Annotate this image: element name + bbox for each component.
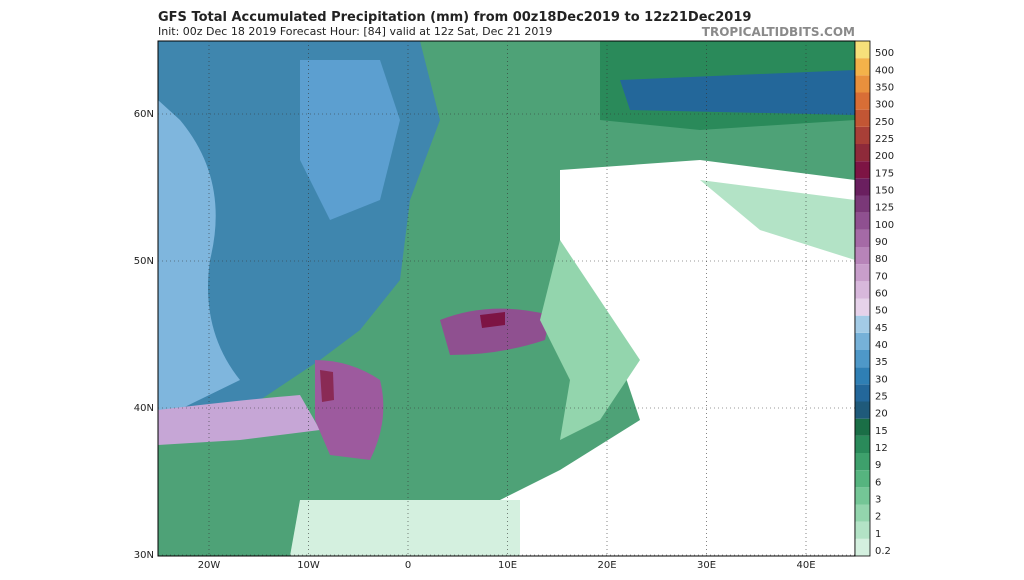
colorbar-label: 6 (875, 477, 881, 488)
lat-label: 30N (134, 550, 154, 561)
colorbar-label: 0.2 (875, 546, 891, 557)
colorbar-label: 3 (875, 495, 881, 506)
colorbar-segment (855, 229, 870, 247)
colorbar-segment (855, 247, 870, 265)
colorbar-label: 30 (875, 374, 888, 385)
colorbar-segment (855, 504, 870, 522)
colorbar-segment (855, 75, 870, 93)
colorbar-segment (855, 58, 870, 76)
colorbar-segment (855, 264, 870, 282)
colorbar-segment (855, 538, 870, 556)
colorbar-label: 45 (875, 323, 888, 334)
colorbar-segment (855, 281, 870, 299)
colorbar-segment (855, 401, 870, 419)
colorbar-label: 250 (875, 117, 894, 128)
lon-label: 20E (597, 560, 616, 571)
colorbar-segment (855, 195, 870, 213)
colorbar-label: 175 (875, 168, 894, 179)
site: TROPICALTIDBITS.COM (702, 25, 855, 39)
colorbar-label: 100 (875, 220, 894, 231)
colorbar-label: 150 (875, 186, 894, 197)
lat-label: 40N (134, 403, 154, 414)
colorbar-label: 70 (875, 271, 888, 282)
colorbar-segment (855, 435, 870, 453)
lon-label: 40E (796, 560, 815, 571)
colorbar-label: 12 (875, 443, 888, 454)
colorbar-segment (855, 212, 870, 230)
colorbar-label: 125 (875, 203, 894, 214)
title: GFS Total Accumulated Precipitation (mm)… (158, 10, 751, 25)
colorbar-segment (855, 470, 870, 488)
lon-label: 10E (498, 560, 517, 571)
colorbar-label: 200 (875, 151, 894, 162)
map (158, 41, 855, 556)
colorbar-frame (854, 40, 871, 557)
lat-label: 50N (134, 256, 154, 267)
lon-label: 10W (297, 560, 320, 571)
subtitle: Init: 00z Dec 18 2019 Forecast Hour: [84… (158, 25, 552, 38)
lon-label: 0 (405, 560, 411, 571)
colorbar-label: 350 (875, 83, 894, 94)
colorbar-segment (855, 350, 870, 368)
colorbar-segment (855, 418, 870, 436)
colorbar-label: 300 (875, 100, 894, 111)
colorbar-segment (855, 41, 870, 59)
lat-label: 60N (134, 109, 154, 120)
colorbar-segment (855, 453, 870, 471)
colorbar-label: 1 (875, 529, 881, 540)
colorbar-segment (855, 144, 870, 162)
colorbar-segment (855, 92, 870, 110)
colorbar-label: 80 (875, 254, 888, 265)
colorbar-segment (855, 367, 870, 385)
colorbar-segment (855, 109, 870, 127)
lon-label: 20W (198, 560, 221, 571)
colorbar-segment (855, 126, 870, 144)
colorbar-segment (855, 521, 870, 539)
colorbar-segment (855, 487, 870, 505)
colorbar-label: 20 (875, 409, 888, 420)
colorbar-label: 35 (875, 357, 888, 368)
colorbar-label: 90 (875, 237, 888, 248)
colorbar-segment (855, 178, 870, 196)
lon-label: 30E (697, 560, 716, 571)
colorbar-label: 50 (875, 306, 888, 317)
colorbar-label: 500 (875, 48, 894, 59)
colorbar-segment (855, 298, 870, 316)
colorbar-segment (855, 332, 870, 350)
colorbar-label: 2 (875, 512, 881, 523)
colorbar-label: 40 (875, 340, 888, 351)
colorbar-segment (855, 315, 870, 333)
colorbar-segment (855, 384, 870, 402)
colorbar-segment (855, 161, 870, 179)
colorbar-label: 60 (875, 289, 888, 300)
colorbar-label: 225 (875, 134, 894, 145)
colorbar-label: 25 (875, 392, 888, 403)
colorbar-label: 9 (875, 460, 881, 471)
colorbar-label: 400 (875, 65, 894, 76)
colorbar-label: 15 (875, 426, 888, 437)
